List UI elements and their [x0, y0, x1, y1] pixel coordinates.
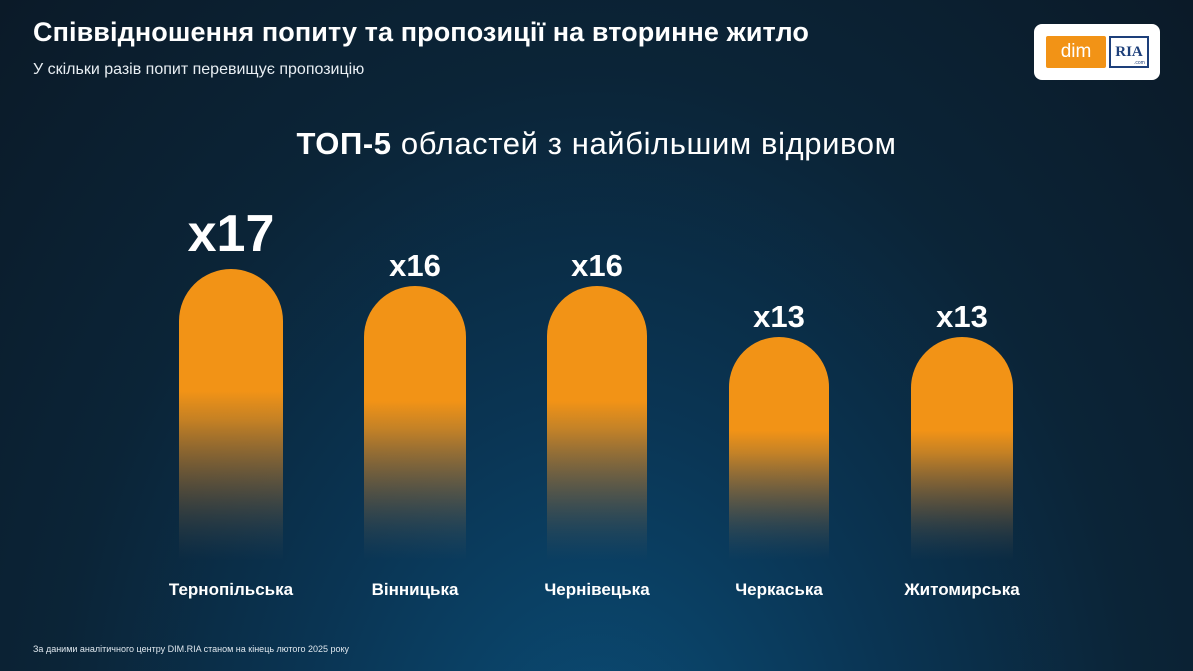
footnote: За даними аналітичного центру DIM.RIA ст… — [33, 644, 350, 654]
category-label: Тернопільська — [169, 580, 294, 599]
bars-layer: x17 Тернопільська x16 Вінницька x16 Чернівець… — [169, 205, 1020, 599]
logo-com-text: .com — [1134, 60, 1145, 66]
data-label: x16 — [389, 248, 441, 283]
data-label: x13 — [753, 299, 805, 334]
bar — [179, 269, 283, 560]
bar — [547, 286, 647, 560]
chart-heading-bold: ТОП-5 — [296, 126, 392, 161]
data-label: x17 — [188, 205, 275, 263]
chart-heading: ТОП-5 областей з найбільшим відривом — [0, 126, 1193, 162]
logo-ria-block: RIA — [1109, 36, 1149, 68]
page-subtitle: У скільки разів попит перевищує пропозиц… — [33, 61, 365, 78]
category-label: Черкаська — [735, 580, 823, 599]
dim-ria-logo[interactable]: dim RIA .com — [1034, 24, 1160, 80]
data-label: x13 — [936, 299, 988, 334]
category-label: Житомирська — [903, 580, 1020, 599]
bar — [911, 337, 1013, 560]
bar — [364, 286, 466, 560]
category-label: Вінницька — [372, 580, 459, 599]
chart-heading-rest: областей з найбільшим відривом — [391, 126, 897, 161]
bar — [729, 337, 829, 560]
page-title: Співвідношення попиту та пропозиції на в… — [33, 17, 809, 47]
data-label: x16 — [571, 248, 623, 283]
logo-dim-block: dim — [1046, 36, 1106, 68]
category-label: Чернівецька — [544, 580, 650, 599]
